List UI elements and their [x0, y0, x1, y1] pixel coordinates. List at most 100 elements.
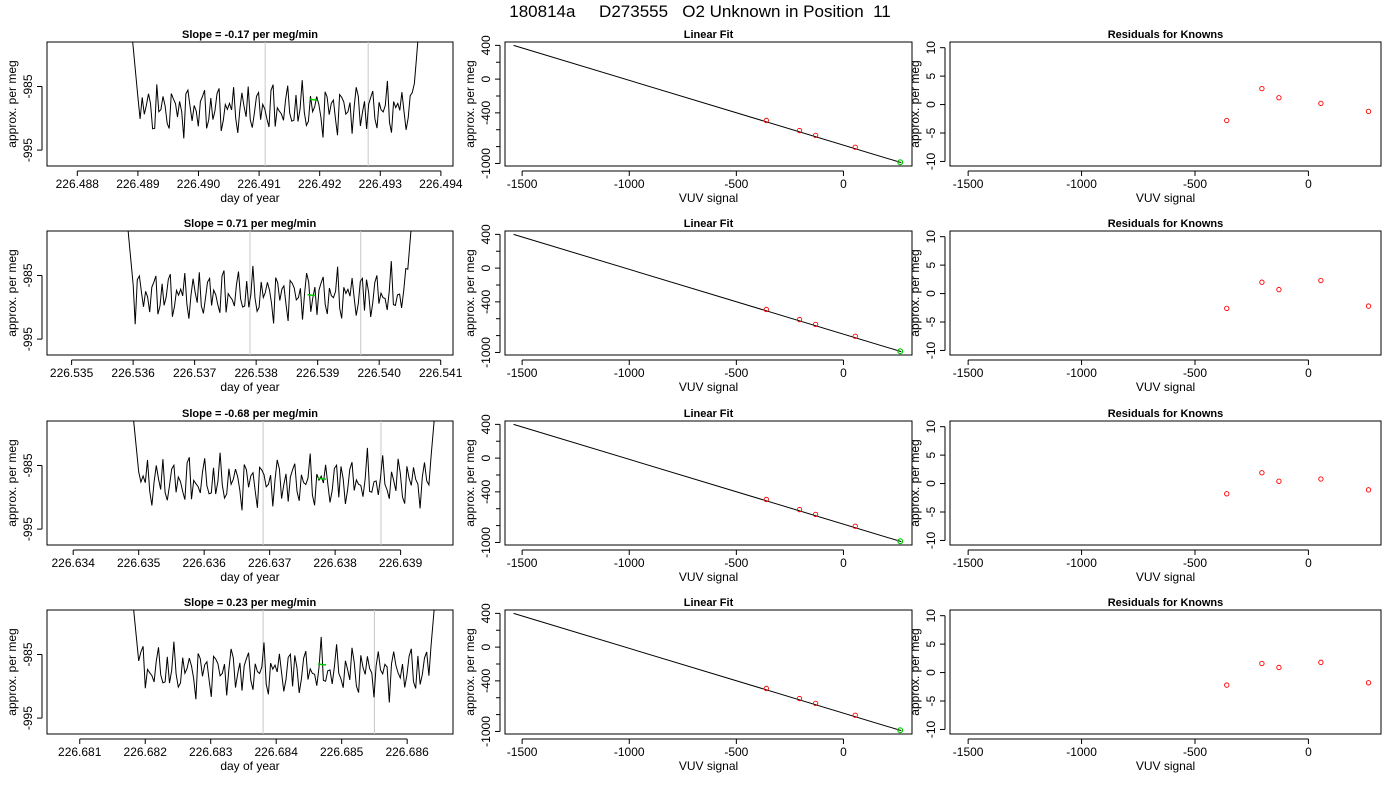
- y-tick-label: -995: [21, 138, 35, 162]
- y-tick-label: 0: [924, 101, 938, 108]
- panel-title: Linear Fit: [684, 597, 734, 609]
- x-axis-label: day of year: [220, 191, 279, 205]
- y-tick-label: -985: [21, 74, 35, 98]
- residual-point: [1365, 303, 1372, 309]
- x-tick-label: -1500: [507, 556, 538, 570]
- y-axis-label: approx. per meg: [463, 628, 477, 715]
- x-tick-label: -1500: [953, 556, 984, 570]
- residual-point: [1259, 470, 1265, 476]
- x-tick-label: 226.637: [248, 556, 292, 570]
- unknown-segment: [309, 98, 318, 101]
- y-tick-label: 10: [924, 41, 938, 55]
- panel-title: Residuals for Knowns: [1108, 597, 1224, 609]
- x-tick-label: -500: [724, 177, 748, 191]
- x-axis-label: VUV signal: [679, 380, 738, 394]
- y-tick-label: -985: [21, 453, 35, 477]
- x-tick-label: 0: [1305, 556, 1312, 570]
- known-point: [812, 321, 819, 328]
- unknown-point: [897, 538, 904, 545]
- plot-frame: [949, 420, 1382, 546]
- y-axis-label: approx. per meg: [5, 249, 19, 336]
- x-axis-label: day of year: [220, 380, 279, 394]
- x-axis-label: VUV signal: [679, 759, 738, 773]
- panel-title: Residuals for Knowns: [1108, 218, 1224, 230]
- x-tick-label: 0: [840, 177, 847, 191]
- panel-time-series-row1: Slope = -0.17 per meg/min 226.488 226.489 2…: [5, 29, 463, 205]
- x-tick-label: -1500: [953, 366, 984, 380]
- x-tick-label: -500: [1183, 366, 1207, 380]
- y-tick-label: 0: [479, 264, 493, 271]
- y-tick-label: -5: [924, 316, 938, 327]
- known-point: [852, 144, 858, 150]
- x-axis-label: VUV signal: [1136, 380, 1195, 394]
- x-tick-label: 226.681: [58, 745, 102, 759]
- x-tick-label: -500: [724, 556, 748, 570]
- unknown-segment: [317, 663, 327, 666]
- x-tick-label: -1500: [953, 177, 984, 191]
- y-axis-label: approx. per meg: [5, 60, 19, 147]
- plot-frame: [504, 41, 913, 167]
- x-tick-label: 226.490: [177, 177, 221, 191]
- x-tick-label: 0: [840, 556, 847, 570]
- y-tick-label: 10: [924, 230, 938, 244]
- fit-line: [513, 423, 902, 543]
- x-tick-label: 226.638: [313, 556, 357, 570]
- known-point: [763, 306, 769, 313]
- y-tick-label: -1000: [479, 716, 493, 747]
- panel-time-series-row4: Slope = 0.23 per meg/min 226.681 226.682 22…: [5, 597, 454, 773]
- x-tick-label: 226.635: [117, 556, 161, 570]
- x-tick-label: 226.682: [124, 745, 168, 759]
- x-axis-label: day of year: [220, 759, 279, 773]
- panel-title: Slope = -0.17 per meg/min: [182, 29, 318, 41]
- x-tick-label: 226.537: [173, 366, 217, 380]
- y-axis-label: approx. per meg: [908, 60, 922, 147]
- x-tick-label: 226.539: [296, 366, 340, 380]
- unknown-segment: [307, 293, 316, 297]
- y-tick-label: -1000: [479, 527, 493, 558]
- y-axis-label: approx. per meg: [463, 60, 477, 147]
- y-tick-label: -985: [21, 642, 35, 666]
- y-tick-label: -10: [924, 720, 938, 738]
- plot-frame: [504, 609, 913, 735]
- y-tick-label: 0: [479, 454, 493, 461]
- residual-point: [1318, 659, 1324, 665]
- x-tick-label: 0: [1305, 745, 1312, 759]
- panel-title: Linear Fit: [684, 408, 734, 420]
- known-point: [796, 695, 803, 702]
- y-axis-label: approx. per meg: [908, 249, 922, 336]
- x-tick-label: -500: [1183, 745, 1207, 759]
- y-axis-label: approx. per meg: [5, 439, 19, 526]
- x-axis-label: VUV signal: [1136, 759, 1195, 773]
- x-tick-label: 226.541: [419, 366, 463, 380]
- y-tick-label: 400: [479, 224, 493, 244]
- residual-point: [1365, 487, 1372, 493]
- panel-linear-fit-row3: Linear Fit -1500 -1000 -500 0 VUV signal -1000…: [463, 408, 913, 584]
- y-tick-label: -400: [479, 290, 493, 314]
- residual-point: [1318, 100, 1324, 107]
- panel-linear-fit-row4: Linear Fit -1500 -1000 -500 0 VUV signal -1000…: [463, 597, 913, 773]
- plot-frame: [949, 609, 1382, 735]
- known-point: [852, 712, 858, 718]
- panel-residuals-row2: Residuals for Knowns -1500 -1000 -500 0 VUV s…: [908, 218, 1382, 394]
- x-tick-label: -1000: [1066, 366, 1097, 380]
- y-tick-label: 0: [924, 669, 938, 676]
- residual-point: [1365, 108, 1372, 115]
- y-tick-label: -995: [21, 706, 35, 730]
- y-tick-label: 5: [924, 261, 938, 268]
- y-axis-label: approx. per meg: [908, 628, 922, 715]
- fit-line: [513, 612, 902, 732]
- x-tick-label: 0: [1305, 177, 1312, 191]
- y-tick-label: -400: [479, 101, 493, 125]
- panel-linear-fit-row2: Linear Fit -1500 -1000 -500 0 VUV signal -1000…: [463, 218, 913, 394]
- residual-point: [1276, 664, 1282, 671]
- x-tick-label: -1000: [614, 177, 645, 191]
- panel-residuals-row1: Residuals for Knowns -1500 -1000 -500 0 VUV s…: [908, 29, 1382, 205]
- panel-title: Linear Fit: [684, 29, 734, 41]
- x-tick-label: -1000: [614, 556, 645, 570]
- x-tick-label: 0: [840, 366, 847, 380]
- unknown-segment: [317, 477, 327, 480]
- y-tick-label: -400: [479, 669, 493, 693]
- y-axis-label: approx. per meg: [908, 439, 922, 526]
- known-point: [796, 316, 803, 323]
